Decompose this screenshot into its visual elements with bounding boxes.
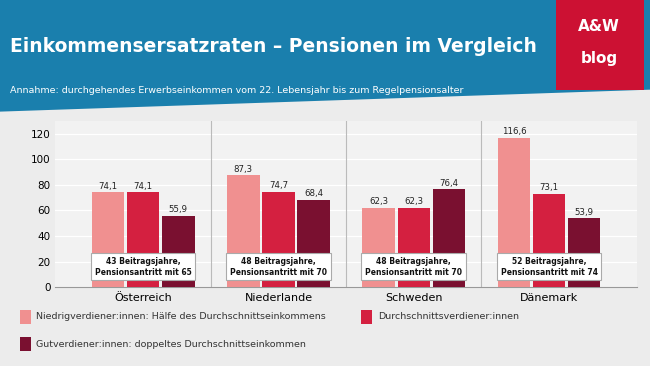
Bar <box>533 194 566 287</box>
Bar <box>127 193 159 287</box>
Bar <box>568 218 601 287</box>
Text: 73,1: 73,1 <box>540 183 558 192</box>
Text: 68,4: 68,4 <box>304 189 323 198</box>
Bar <box>362 208 395 287</box>
Text: A&W: A&W <box>578 19 620 34</box>
Text: Niedrigverdiener:innen: Hälfe des Durchschnittseinkommens: Niedrigverdiener:innen: Hälfe des Durchs… <box>36 313 326 321</box>
Text: Einkommensersatzraten – Pensionen im Vergleich: Einkommensersatzraten – Pensionen im Ver… <box>10 37 537 56</box>
Bar <box>398 208 430 287</box>
Bar <box>298 200 330 287</box>
Text: 74,1: 74,1 <box>98 182 118 191</box>
Text: Gutverdiener:innen: doppeltes Durchschnittseinkommen: Gutverdiener:innen: doppeltes Durchschni… <box>36 340 306 349</box>
Text: 62,3: 62,3 <box>369 197 388 206</box>
Bar <box>262 192 294 287</box>
Text: 48 Beitragsjahre,
Pensionsantritt mit 70: 48 Beitragsjahre, Pensionsantritt mit 70 <box>365 257 462 277</box>
Bar <box>92 193 124 287</box>
Bar <box>162 216 194 287</box>
Bar <box>227 175 259 287</box>
Text: Annahme: durchgehendes Erwerbseinkommen vom 22. Lebensjahr bis zum Regelpensions: Annahme: durchgehendes Erwerbseinkommen … <box>10 86 463 95</box>
Text: 87,3: 87,3 <box>234 165 253 174</box>
Text: 76,4: 76,4 <box>439 179 458 188</box>
Text: 53,9: 53,9 <box>575 208 593 217</box>
Text: 52 Beitragsjahre,
Pensionsantritt mit 74: 52 Beitragsjahre, Pensionsantritt mit 74 <box>500 257 597 277</box>
Text: 55,9: 55,9 <box>169 205 188 214</box>
Text: 48 Beitragsjahre,
Pensionsantritt mit 70: 48 Beitragsjahre, Pensionsantritt mit 70 <box>230 257 327 277</box>
Text: 74,7: 74,7 <box>269 181 288 190</box>
Text: blog: blog <box>580 51 618 66</box>
Text: 62,3: 62,3 <box>404 197 423 206</box>
Bar <box>433 190 465 287</box>
Text: Durchschnittsverdiener:innen: Durchschnittsverdiener:innen <box>378 313 519 321</box>
Text: 116,6: 116,6 <box>502 127 526 137</box>
Text: 74,1: 74,1 <box>134 182 153 191</box>
Text: 43 Beitragsjahre,
Pensionsantritt mit 65: 43 Beitragsjahre, Pensionsantritt mit 65 <box>95 257 192 277</box>
Bar <box>498 138 530 287</box>
